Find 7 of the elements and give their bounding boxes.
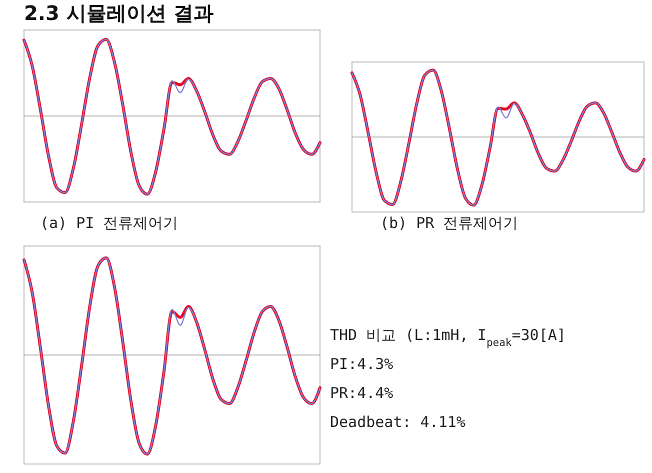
text: 2.3 시뮬레이션 결과 xyxy=(24,1,214,25)
text: THD 비교 (L:1mH, I$_{peak}$=30[A] xyxy=(330,326,566,349)
text: (a) PI 전류제어기 xyxy=(40,214,178,232)
text: Deadbeat: 4.11% xyxy=(330,413,466,431)
text: (b) PR 전류제어기 xyxy=(380,214,518,232)
text: PI:4.3% xyxy=(330,355,394,373)
text: PR:4.4% xyxy=(330,384,394,402)
